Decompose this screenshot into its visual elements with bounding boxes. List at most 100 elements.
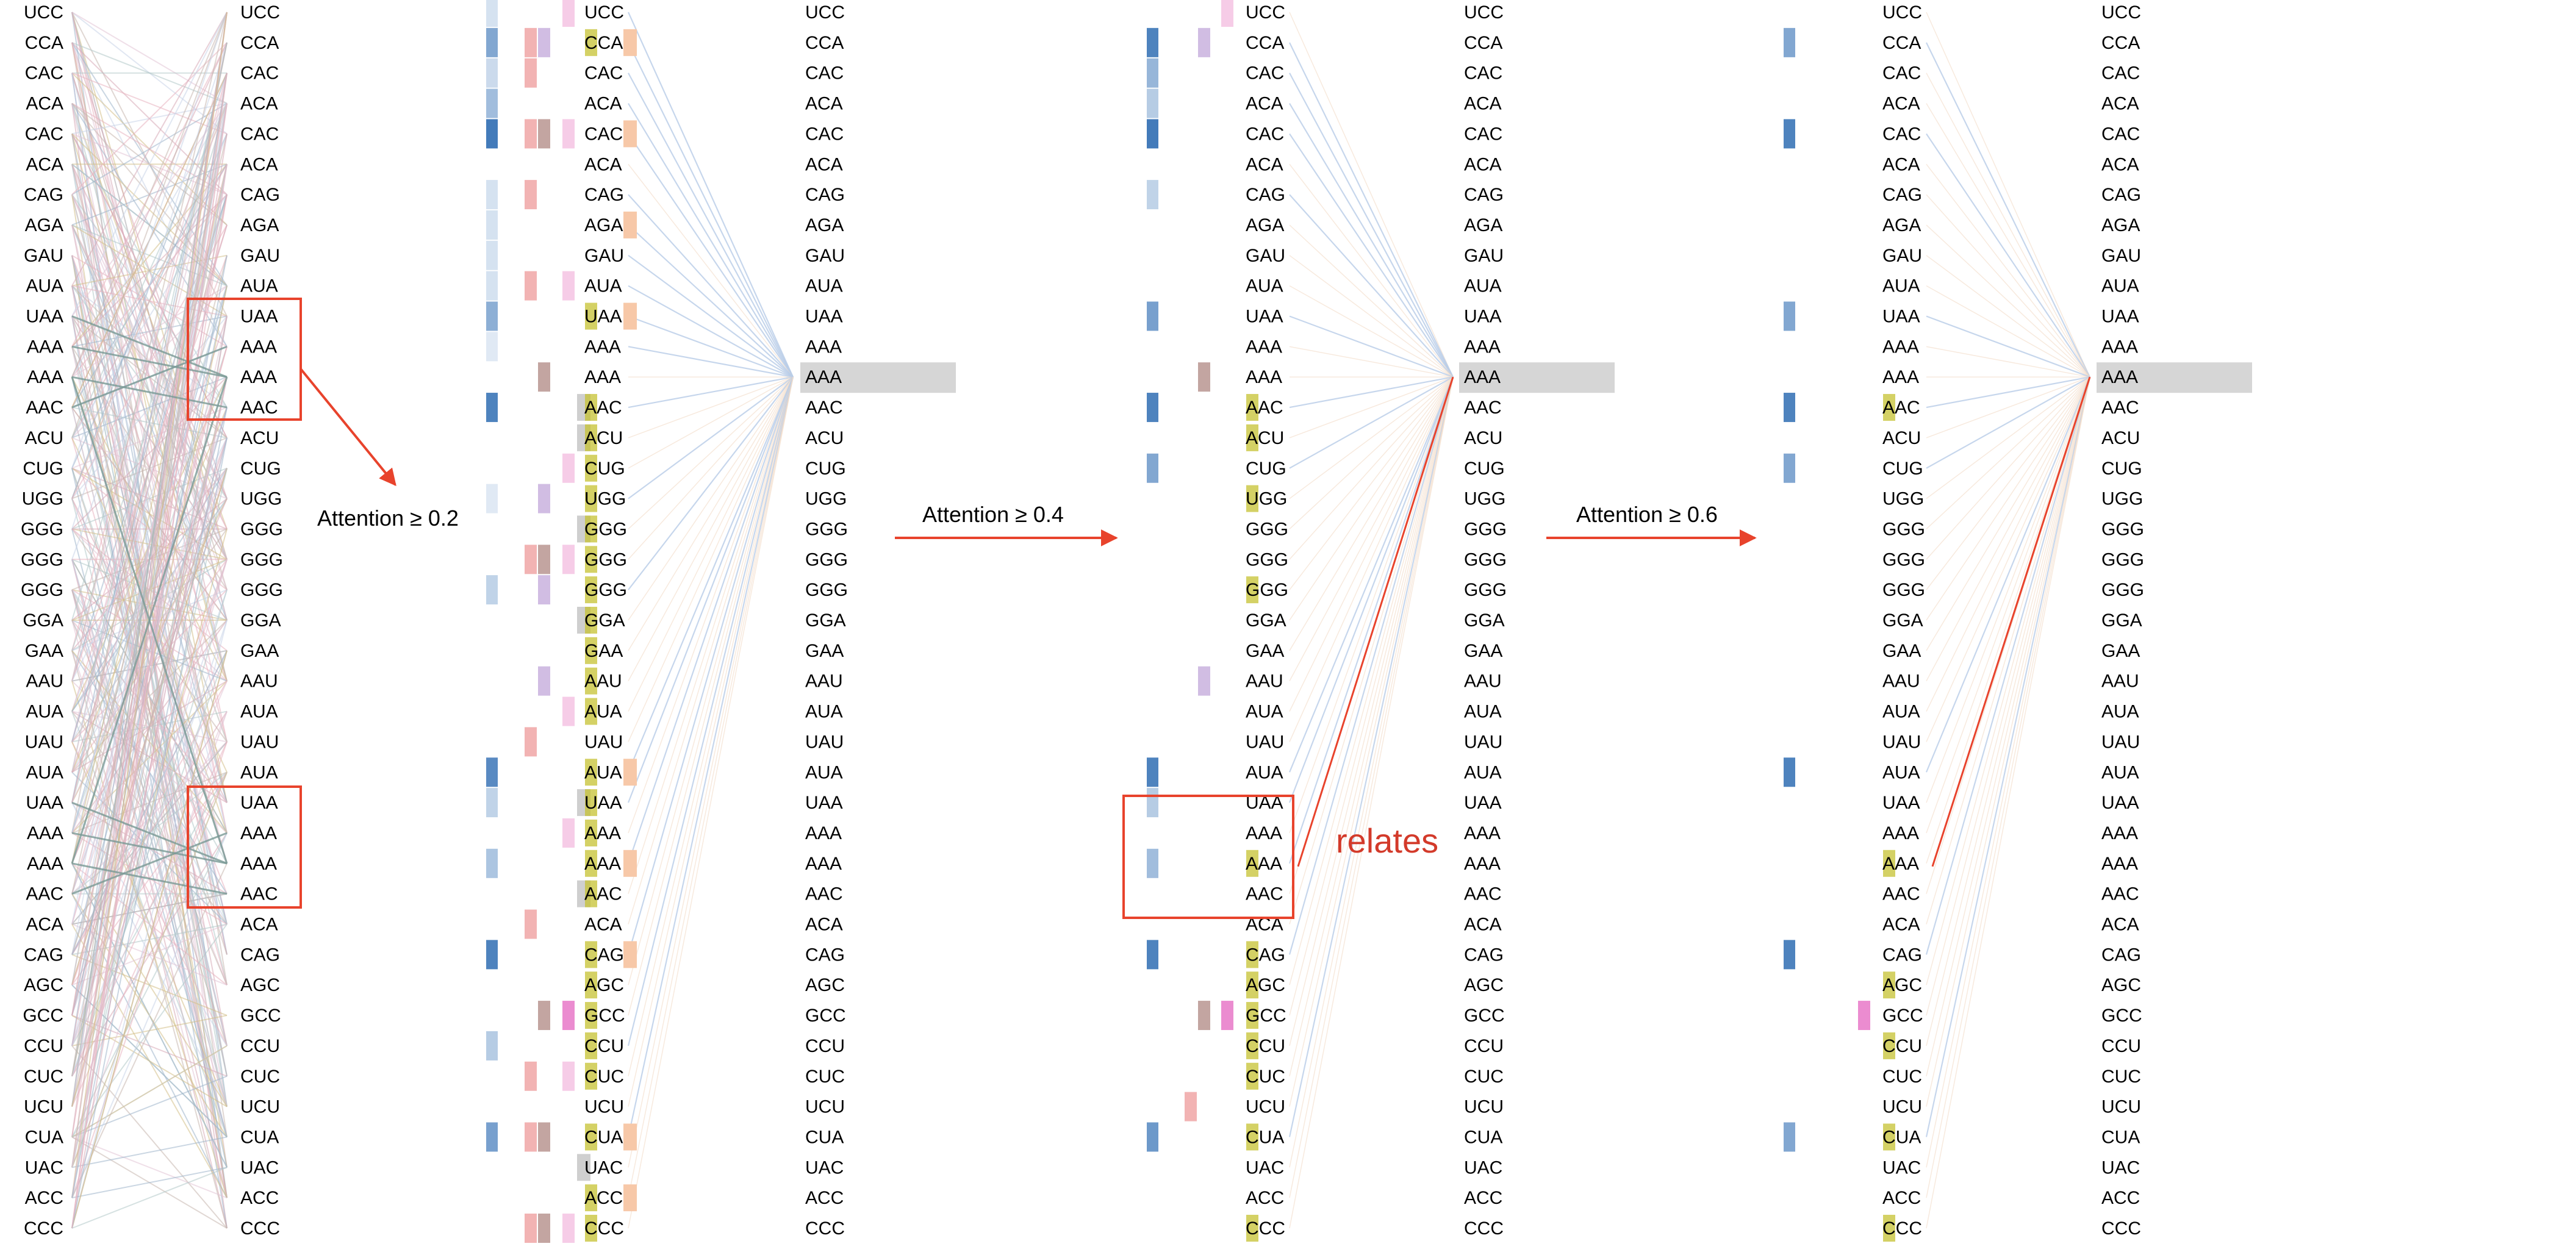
attention-weight-yellow xyxy=(1883,1215,1895,1242)
codon-label-left: AGC xyxy=(1882,975,1922,995)
attention-weight-blue xyxy=(1784,757,1795,787)
attention-weight-rose xyxy=(562,453,575,483)
attention-weight-yellow xyxy=(585,607,597,634)
codon-label-right: CAC xyxy=(805,63,844,84)
attention-link xyxy=(71,12,228,1137)
attention-link xyxy=(1289,376,1454,712)
codon-label-right: AUA xyxy=(2101,702,2139,722)
attention-weight-salmon xyxy=(525,727,537,757)
attention-weight-salmon xyxy=(525,545,537,574)
attention-weight-orange xyxy=(623,850,637,877)
attention-weight-yellow xyxy=(1883,971,1895,999)
codon-label-right: ACA xyxy=(805,94,843,114)
attention-weight-lavender xyxy=(538,484,550,513)
codon-label-left: CCU xyxy=(1882,1036,1922,1056)
attention-weight-blue xyxy=(486,240,498,270)
attention-weight-yellow xyxy=(585,546,597,573)
attention-link xyxy=(71,73,228,1016)
codon-label-right: AUA xyxy=(2101,276,2139,296)
codon-label-left: UAU xyxy=(1246,732,1284,752)
attention-link xyxy=(628,376,794,925)
attention-link xyxy=(1926,376,2090,925)
attention-link xyxy=(71,12,228,287)
codon-label-left: CUG xyxy=(23,459,63,479)
attention-link xyxy=(1289,163,1454,377)
codon-label-left: GAA xyxy=(25,641,63,661)
attention-link xyxy=(1289,376,1454,621)
attention-weight-yellow xyxy=(585,880,597,907)
codon-label-right: CAG xyxy=(1464,185,1504,205)
attention-link-strong xyxy=(71,345,228,409)
attention-weight-yellow xyxy=(1246,1215,1258,1242)
codon-label-right: CAG xyxy=(805,945,845,965)
codon-label-right: CUG xyxy=(805,459,846,479)
attention-weight-salmon xyxy=(525,271,537,301)
attention-weight-salmon xyxy=(525,58,537,88)
attention-link xyxy=(1289,377,1454,986)
codon-label-right: AAA xyxy=(805,337,842,357)
codon-label-right: CAC xyxy=(805,124,844,144)
codon-label-right: AAA xyxy=(240,337,277,357)
attention-link xyxy=(1288,376,1454,773)
attention-weight-yellow xyxy=(585,515,597,543)
attention-weight-blue xyxy=(486,848,498,878)
codon-label-right: UGG xyxy=(240,489,282,509)
codon-label-right: CUG xyxy=(240,459,281,479)
codon-label-right: GAA xyxy=(240,641,279,661)
codon-label-right: AGA xyxy=(240,215,279,235)
codon-label-left: AAA xyxy=(584,823,621,843)
attention-link xyxy=(628,315,794,378)
codon-label-left: UCC xyxy=(24,2,63,23)
attention-weight-blue xyxy=(486,575,498,605)
codon-label-right: UGG xyxy=(1464,489,1505,509)
codon-label-left: AGC xyxy=(584,975,624,995)
attention-weight-yellow xyxy=(585,789,597,817)
codon-label-left: CAC xyxy=(1882,63,1921,84)
codon-label-left: UGG xyxy=(584,489,626,509)
codon-label-right: AAA xyxy=(1464,337,1501,357)
highlight-box-motif-1 xyxy=(187,298,302,421)
attention-weight-salmon xyxy=(525,909,537,939)
codon-label-right: AGC xyxy=(240,975,280,995)
attention-weight-orange xyxy=(623,120,637,148)
codon-label-left: CCA xyxy=(25,33,63,53)
codon-label-right: CAG xyxy=(2101,945,2141,965)
attention-link xyxy=(628,376,794,621)
codon-label-right: AAC xyxy=(1464,398,1502,418)
codon-label-right: AAC xyxy=(240,398,278,418)
codon-label-right: ACA xyxy=(2101,94,2139,114)
codon-label-left: CCC xyxy=(1882,1218,1922,1239)
codon-label-left: UAC xyxy=(584,1157,623,1178)
attention-link xyxy=(1926,346,2090,377)
codon-label-right: AUA xyxy=(2101,762,2139,782)
codon-label-right: CAC xyxy=(1464,63,1502,84)
codon-label-left: GCC xyxy=(23,1006,63,1026)
attention-link xyxy=(71,12,228,1107)
codon-label-right: AAA xyxy=(2101,823,2138,843)
attention-weight-lavender xyxy=(538,666,550,696)
codon-label-left: GGA xyxy=(1246,610,1286,631)
codon-label-left: UAA xyxy=(1882,793,1920,813)
attention-weight-blue xyxy=(1147,58,1158,88)
attention-weight-orange xyxy=(623,1123,637,1151)
attention-link xyxy=(71,42,228,773)
attention-weight-blue xyxy=(1784,119,1795,149)
focus-token-highlight xyxy=(1459,362,1615,393)
attention-link xyxy=(1925,376,2091,1137)
codon-label-right: ACC xyxy=(240,1188,279,1208)
codon-label-right: UAA xyxy=(2101,793,2139,813)
codon-label-right: AUA xyxy=(240,276,278,296)
codon-label-left: CCA xyxy=(1246,33,1284,53)
attention-link xyxy=(71,103,228,1229)
codon-label-left: CAG xyxy=(24,185,63,205)
attention-link xyxy=(1289,376,1454,499)
attention-weight-blue xyxy=(1784,453,1795,483)
attention-link-strong xyxy=(71,376,228,409)
attention-weight-blue xyxy=(1147,88,1158,118)
attention-link xyxy=(1289,377,1454,1107)
attention-link xyxy=(1289,12,1454,377)
codon-label-right: CAC xyxy=(1464,124,1502,144)
codon-label-right: AAA xyxy=(805,854,842,874)
attention-link xyxy=(71,316,228,1198)
